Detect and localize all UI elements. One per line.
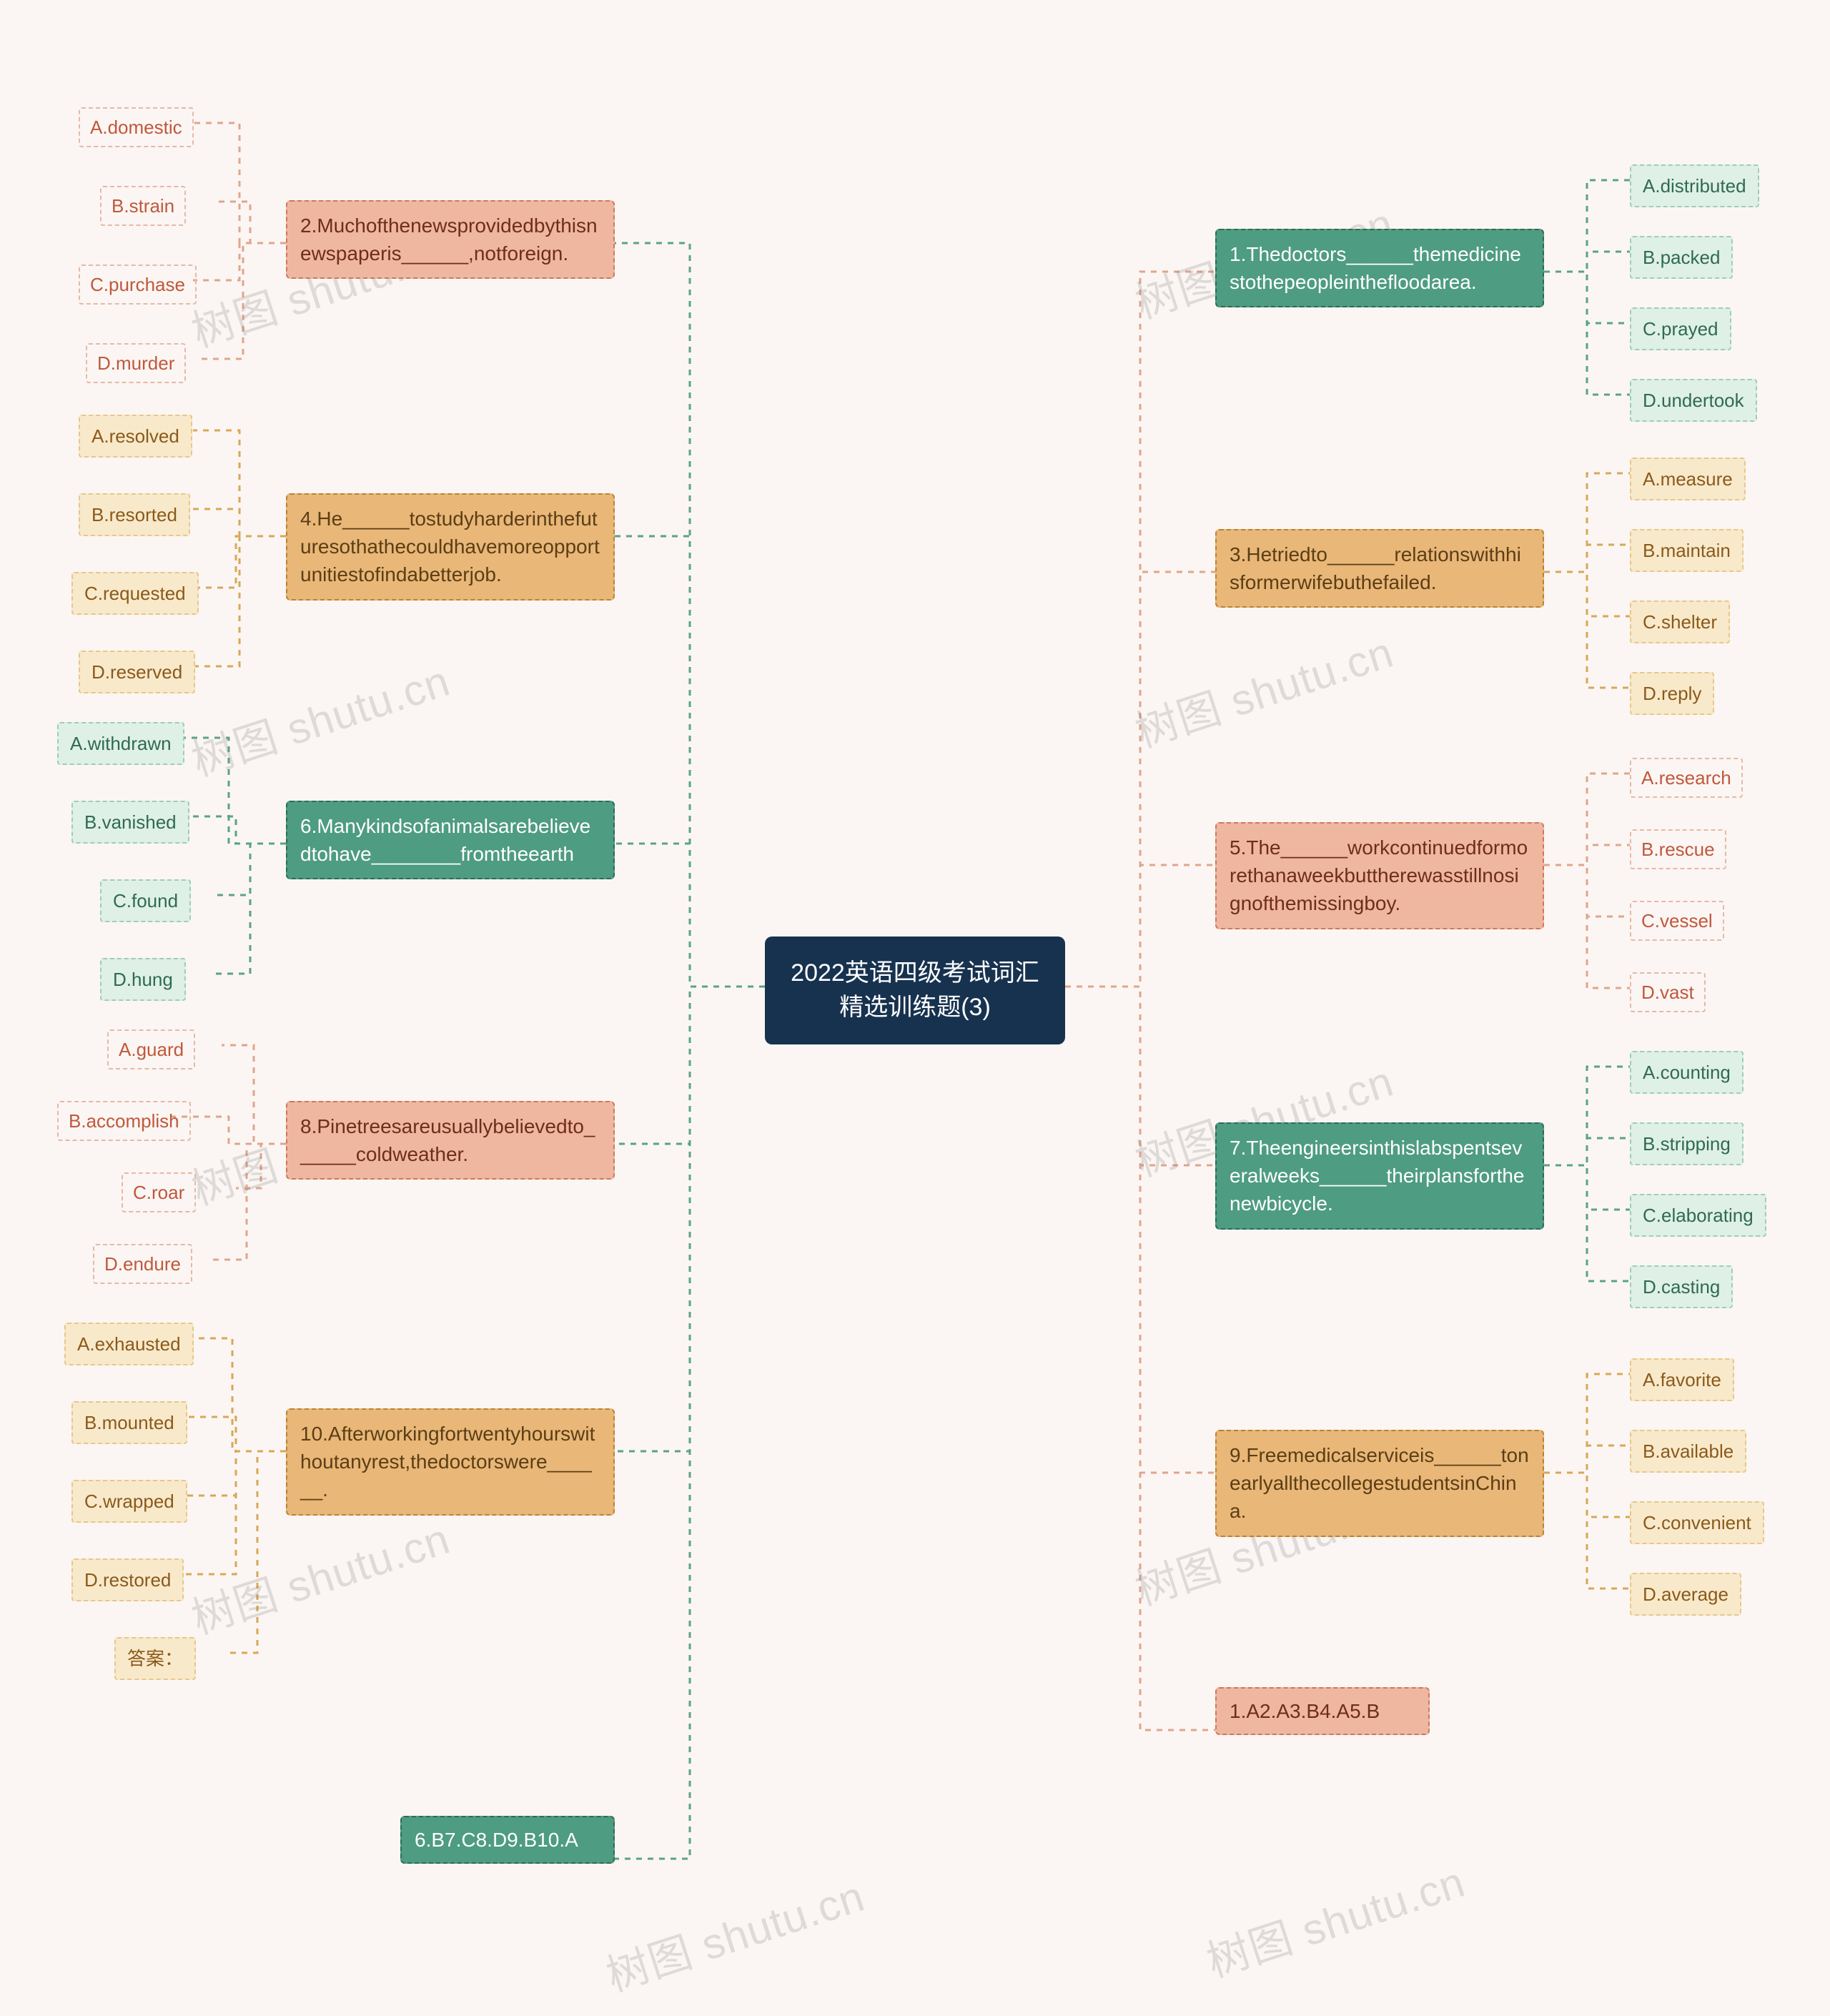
option-q6-1: B.vanished [71, 801, 189, 844]
question-q9: 9.Freemedicalserviceis______tonearlyallt… [1215, 1430, 1544, 1537]
option-q4-3: D.reserved [79, 651, 195, 693]
watermark: 树图 shutu.cn [183, 646, 457, 788]
question-q5: 5.The______workcontinuedformorethanaweek… [1215, 822, 1544, 929]
watermark: 树图 shutu.cn [598, 1862, 871, 2003]
option-q10-0: A.exhausted [64, 1323, 194, 1365]
option-q8-0: A.guard [107, 1029, 195, 1069]
mindmap-stage: 2022英语四级考试词汇精选训练题(3) 树图 shutu.cn 树图 shutu… [0, 0, 1830, 2016]
question-ans2: 6.B7.C8.D9.B10.A [400, 1816, 615, 1864]
option-q8-1: B.accomplish [57, 1101, 191, 1141]
option-q1-3: D.undertook [1630, 379, 1757, 422]
option-q4-2: C.requested [71, 572, 199, 615]
question-ans1: 1.A2.A3.B4.A5.B [1215, 1687, 1430, 1735]
question-q4: 4.He______tostudyharderinthefuturesothat… [286, 493, 615, 601]
option-q3-3: D.reply [1630, 672, 1714, 715]
option-q5-1: B.rescue [1630, 829, 1726, 869]
center-node: 2022英语四级考试词汇精选训练题(3) [765, 937, 1065, 1044]
option-q4-0: A.resolved [79, 415, 192, 458]
option-q7-2: C.elaborating [1630, 1194, 1766, 1237]
option-q2-2: C.purchase [79, 265, 197, 305]
question-q10: 10.Afterworkingfortwentyhourswithoutanyr… [286, 1408, 615, 1516]
option-q9-0: A.favorite [1630, 1358, 1734, 1401]
option-q7-3: D.casting [1630, 1265, 1733, 1308]
option-q7-0: A.counting [1630, 1051, 1744, 1094]
question-q8: 8.Pinetreesareusuallybelievedto______col… [286, 1101, 615, 1180]
option-q1-0: A.distributed [1630, 164, 1759, 207]
option-q5-2: C.vessel [1630, 901, 1724, 941]
option-q2-0: A.domestic [79, 107, 194, 147]
option-q2-3: D.murder [86, 343, 186, 383]
option-q1-1: B.packed [1630, 236, 1733, 279]
question-q3: 3.Hetriedto______relationswithhisformerw… [1215, 529, 1544, 608]
option-q8-3: D.endure [93, 1244, 192, 1284]
option-q7-1: B.stripping [1630, 1122, 1744, 1165]
option-q9-2: C.convenient [1630, 1501, 1764, 1544]
option-q10-4: 答案： [114, 1637, 196, 1680]
option-q4-1: B.resorted [79, 493, 190, 536]
watermark: 树图 shutu.cn [183, 1504, 457, 1646]
option-q9-1: B.available [1630, 1430, 1746, 1473]
option-q3-1: B.maintain [1630, 529, 1744, 572]
option-q3-0: A.measure [1630, 458, 1746, 500]
option-q6-0: A.withdrawn [57, 722, 184, 765]
option-q8-2: C.roar [122, 1172, 196, 1212]
option-q1-2: C.prayed [1630, 307, 1731, 350]
question-q6: 6.Manykindsofanimalsarebelievedtohave___… [286, 801, 615, 879]
question-q1: 1.Thedoctors______themedicinestothepeopl… [1215, 229, 1544, 307]
option-q9-3: D.average [1630, 1573, 1741, 1616]
option-q6-2: C.found [100, 879, 191, 922]
option-q2-1: B.strain [100, 186, 186, 226]
question-q2: 2.Muchofthenewsprovidedbythisnewspaperis… [286, 200, 615, 279]
watermark: 树图 shutu.cn [1198, 1847, 1472, 1989]
option-q5-3: D.vast [1630, 972, 1706, 1012]
option-q10-3: D.restored [71, 1558, 184, 1601]
option-q5-0: A.research [1630, 758, 1743, 798]
option-q3-2: C.shelter [1630, 601, 1730, 643]
question-q7: 7.Theengineersinthislabspentseveralweeks… [1215, 1122, 1544, 1230]
watermark: 树图 shutu.cn [1127, 618, 1400, 759]
option-q6-3: D.hung [100, 958, 186, 1001]
option-q10-1: B.mounted [71, 1401, 187, 1444]
option-q10-2: C.wrapped [71, 1480, 187, 1523]
